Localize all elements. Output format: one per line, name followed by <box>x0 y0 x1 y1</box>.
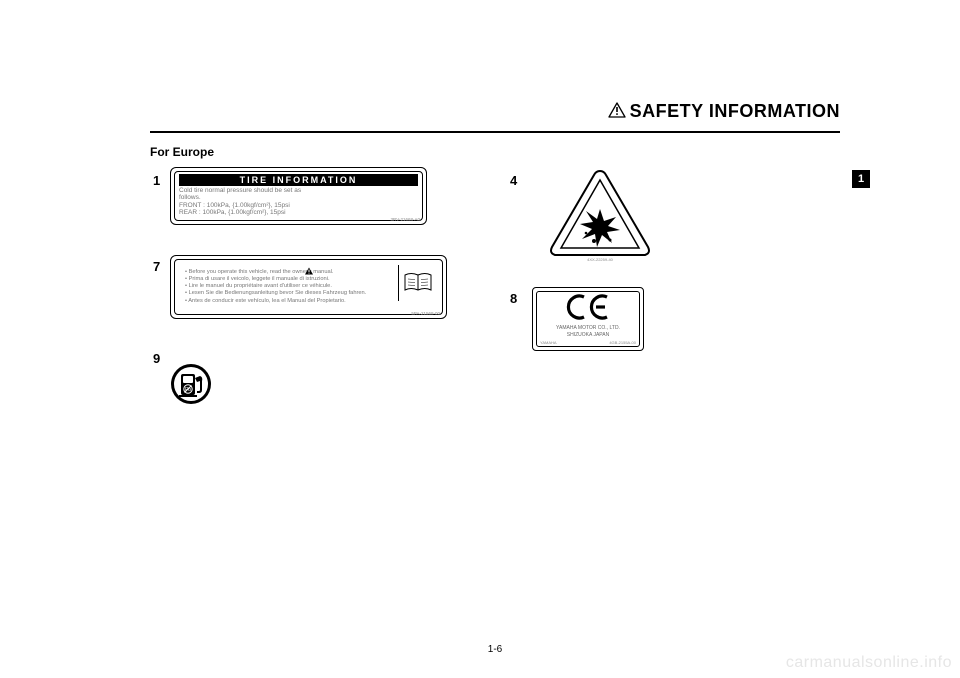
callout-4: 4 <box>510 173 517 188</box>
manual-page: SAFETY INFORMATION For Europe 1 1 TIRE I… <box>150 115 840 575</box>
tire-info-inner: TIRE INFORMATION Cold tire normal pressu… <box>174 171 423 221</box>
tire-banner: TIRE INFORMATION <box>179 174 418 186</box>
explosion-warning-label: 4XX-22259-40 <box>545 165 655 270</box>
tire-text: Cold tire normal pressure should be set … <box>179 187 418 217</box>
ce-mark-icon <box>537 294 639 324</box>
fuel-pump-icon: Pb <box>170 363 212 410</box>
region-heading: For Europe <box>150 145 214 159</box>
tire-partno: 3RV-21668-A0 <box>391 217 420 222</box>
tire-info-label: TIRE INFORMATION Cold tire normal pressu… <box>170 167 427 225</box>
watermark: carmanualsonline.info <box>786 654 952 672</box>
ce-company: YAMAHA MOTOR CO., LTD. <box>537 325 639 331</box>
explosion-partno: 4XX-22259-40 <box>587 257 614 262</box>
ce-location: SHIZUOKA JAPAN <box>537 332 639 338</box>
chapter-tab: 1 <box>852 170 870 188</box>
header-rule <box>150 131 840 133</box>
mini-warning-icon <box>304 262 313 280</box>
ce-footer: YAMAHA 4GB-2155A-00 <box>540 340 636 345</box>
warning-icon <box>608 102 626 123</box>
callout-9: 9 <box>153 351 160 366</box>
callout-1: 1 <box>153 173 160 188</box>
ce-inner: YAMAHA MOTOR CO., LTD. SHIZUOKA JAPAN YA… <box>536 291 640 347</box>
owners-inner: • Before you operate this vehicle, read … <box>174 259 443 315</box>
callout-7: 7 <box>153 259 160 274</box>
callout-8: 8 <box>510 291 517 306</box>
owners-text: • Before you operate this vehicle, read … <box>179 269 389 305</box>
owners-manual-label: • Before you operate this vehicle, read … <box>170 255 447 319</box>
ce-label: YAMAHA MOTOR CO., LTD. SHIZUOKA JAPAN YA… <box>532 287 644 351</box>
book-icon <box>398 265 437 301</box>
owners-partno: 5PA-21568-00 <box>411 311 440 316</box>
title-text: SAFETY INFORMATION <box>630 101 840 121</box>
svg-text:Pb: Pb <box>185 387 191 393</box>
page-title: SAFETY INFORMATION <box>608 101 840 123</box>
page-number: 1-6 <box>488 644 502 655</box>
